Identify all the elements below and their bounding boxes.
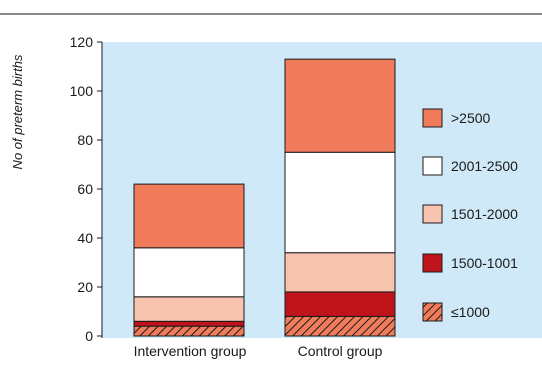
y-tick-label: 120 [70, 34, 94, 50]
legend-swatch [422, 302, 443, 322]
y-tick-label: 80 [77, 132, 93, 148]
y-tick-label: 100 [70, 83, 94, 99]
y-axis-title: No of preterm births [10, 54, 25, 169]
y-tick-label: 40 [77, 230, 93, 246]
y-tick-label: 0 [85, 328, 93, 344]
legend-label: 2001-2500 [451, 158, 518, 174]
bar-segment [284, 252, 396, 293]
y-tick-label: 60 [77, 181, 93, 197]
bar-segment [133, 320, 245, 327]
legend-swatch [422, 108, 443, 128]
legend-label: >2500 [451, 110, 491, 126]
legend-label: ≤1000 [451, 304, 490, 320]
y-tick-label: 20 [77, 279, 93, 295]
bar-segment [284, 58, 396, 153]
legend-label: 1500-1001 [451, 255, 518, 271]
legend-swatch [422, 156, 443, 176]
x-category-label: Control group [298, 343, 383, 359]
bar-segment [133, 296, 245, 322]
bar-segment [284, 151, 396, 254]
bar-segment [133, 325, 245, 337]
legend-label: 1501-2000 [451, 206, 518, 222]
bar-segment [133, 247, 245, 298]
x-category-label: Intervention group [134, 343, 247, 359]
bar-segment [284, 315, 396, 337]
legend-swatch [422, 253, 443, 273]
bar-segment [133, 183, 245, 249]
legend-swatch [422, 204, 443, 224]
bar-segment [284, 291, 396, 317]
